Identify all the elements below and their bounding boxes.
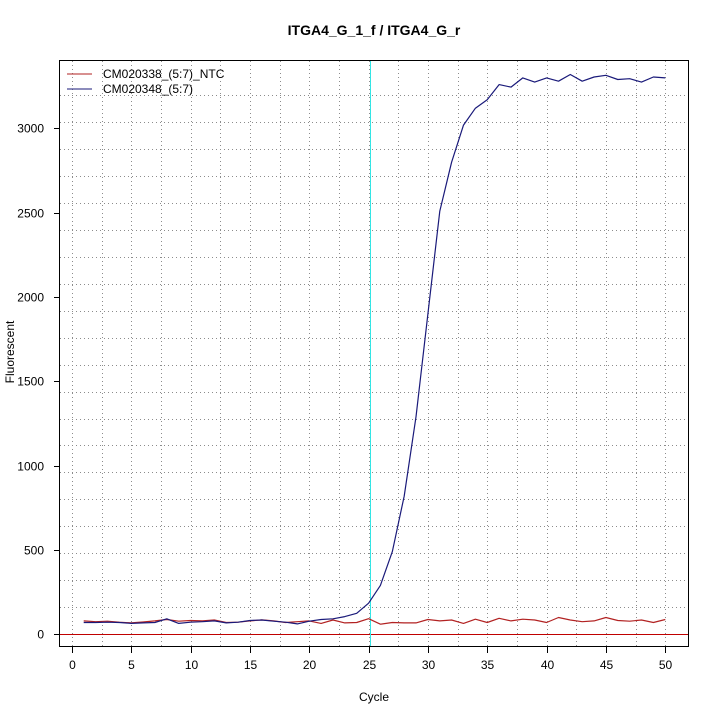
x-tick-label: 20 <box>303 658 317 672</box>
x-tick-label: 25 <box>363 658 377 672</box>
series-line-ntc <box>83 616 666 625</box>
y-tick-label: 2500 <box>17 207 44 221</box>
grid-lines <box>60 61 689 647</box>
y-tick-label: 2000 <box>17 291 44 305</box>
x-tick-label: 15 <box>244 658 258 672</box>
y-tick-label: 0 <box>37 628 44 642</box>
y-axis-label: Fluorescent <box>3 320 17 383</box>
x-tick-label: 40 <box>541 658 555 672</box>
reference-lines <box>60 61 689 647</box>
y-tick-label: 1000 <box>17 460 44 474</box>
x-axis: 0 5 10 15 20 25 30 35 40 45 50 <box>69 647 672 672</box>
x-tick-label: 50 <box>659 658 673 672</box>
x-tick-label: 45 <box>600 658 614 672</box>
legend-label-ntc: CM020338_(5:7)_NTC <box>103 67 225 81</box>
x-tick-label: 0 <box>69 658 76 672</box>
legend-label-sample: CM020348_(5:7) <box>103 82 193 96</box>
series-lines <box>83 73 666 625</box>
chart-title: ITGA4_G_1_f / ITGA4_G_r <box>288 22 461 38</box>
y-tick-label: 1500 <box>17 375 44 389</box>
x-tick-label: 10 <box>185 658 199 672</box>
plot-frame <box>59 60 689 647</box>
legend: CM020338_(5:7)_NTC CM020348_(5:7) <box>67 67 225 96</box>
y-axis: 0 500 1000 1500 2000 2500 3000 <box>17 122 60 642</box>
x-tick-label: 35 <box>481 658 495 672</box>
x-tick-label: 5 <box>128 658 135 672</box>
y-tick-label: 500 <box>24 544 44 558</box>
series-line-sample <box>83 73 666 625</box>
y-tick-label: 3000 <box>17 122 44 136</box>
x-axis-label: Cycle <box>359 690 389 704</box>
x-tick-label: 30 <box>422 658 436 672</box>
